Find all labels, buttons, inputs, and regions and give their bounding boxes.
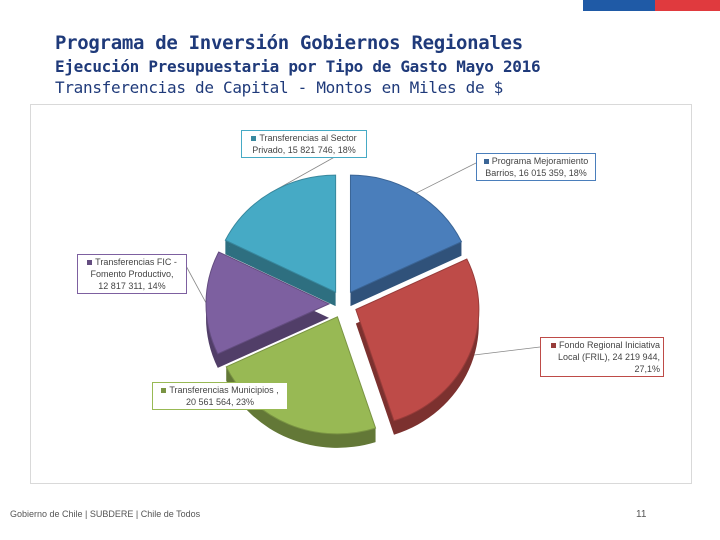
brand-stripe-blue xyxy=(583,0,655,11)
page-number: 11 xyxy=(636,509,647,520)
brand-stripe-red xyxy=(655,0,720,11)
leader-line-3 xyxy=(184,263,207,304)
swatch-icon xyxy=(87,260,93,266)
swatch-icon xyxy=(550,343,556,349)
leader-line-1 xyxy=(468,346,541,357)
top-brand-bar xyxy=(0,0,720,11)
data-label-fril: Fondo Regional Iniciativa Local (FRIL), … xyxy=(540,337,664,377)
slide-subtitle: Ejecución Presupuestaria por Tipo de Gas… xyxy=(55,57,541,76)
slide-subtitle-units: Transferencias de Capital - Montos en Mi… xyxy=(55,78,503,97)
pie-slice-4 xyxy=(224,174,337,293)
leader-line-0 xyxy=(415,162,477,194)
swatch-icon xyxy=(483,159,489,165)
footer-text: Gobierno de Chile | SUBDERE | Chile de T… xyxy=(10,509,201,519)
data-label-programa-mejoramiento-barrios: Programa Mejoramiento Barrios, 16 015 35… xyxy=(476,153,596,181)
data-label-transferencias-fic: Transferencias FIC - Fomento Productivo,… xyxy=(77,254,187,294)
pie-chart xyxy=(184,139,541,448)
pie-slice-0 xyxy=(349,174,463,293)
pie-slices xyxy=(205,174,480,448)
data-label-sector-privado: Transferencias al Sector Privado, 15 821… xyxy=(241,130,367,158)
pie-slice-1 xyxy=(355,258,480,422)
data-label-transferencias-municipios: Transferencias Municipios , 20 561 564, … xyxy=(152,382,288,410)
swatch-icon xyxy=(161,388,167,394)
swatch-icon xyxy=(251,136,257,142)
pie-slice-3 xyxy=(205,251,331,355)
top-bar-blank xyxy=(0,0,583,11)
slide-title: Programa de Inversión Gobiernos Regional… xyxy=(55,32,523,54)
